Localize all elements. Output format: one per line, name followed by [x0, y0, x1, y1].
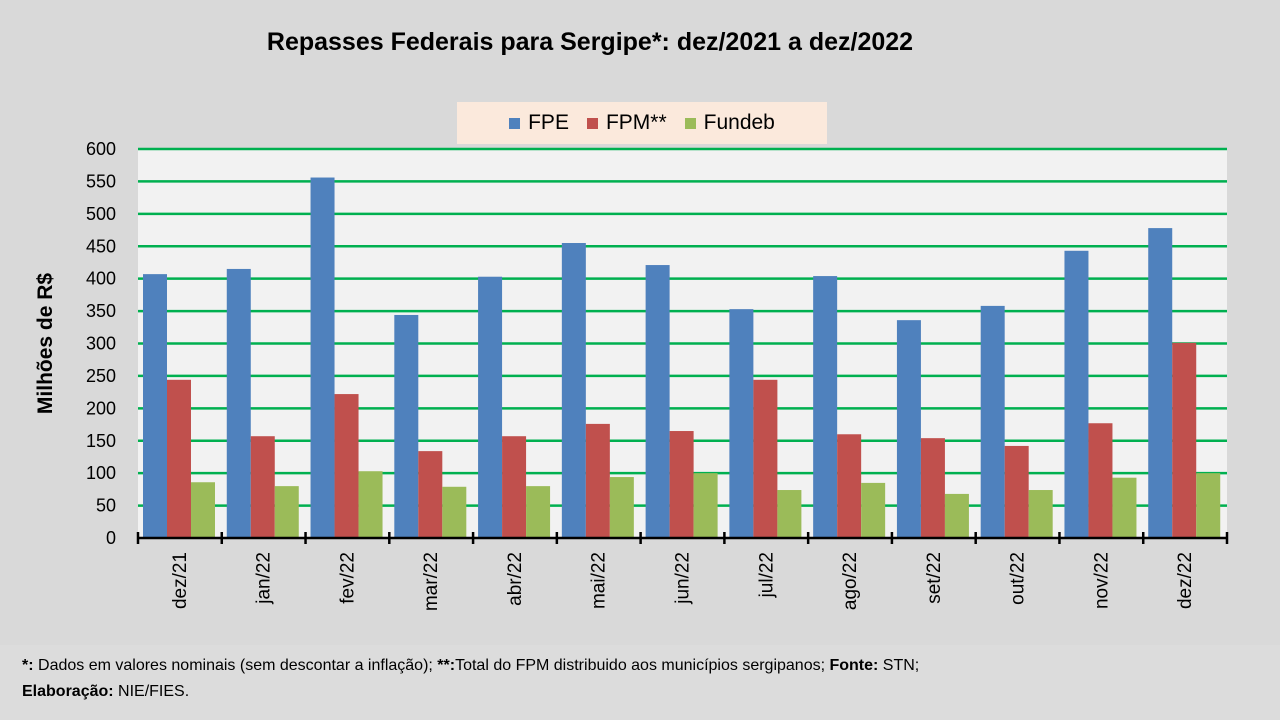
bar-fpm [1088, 423, 1113, 538]
x-tick-label: nov/22 [1091, 552, 1112, 609]
bar-fpe [310, 177, 335, 538]
y-tick-label: 550 [86, 171, 116, 191]
source-text: STN; [878, 657, 920, 674]
legend-item-fpe: FPE [509, 111, 569, 135]
bar-fpe [1064, 250, 1089, 538]
bar-fpm [669, 431, 694, 538]
credit-text: NIE/FIES. [113, 683, 190, 700]
bar-fundeb [693, 473, 718, 538]
x-tick-label: dez/21 [170, 552, 191, 609]
bar-chart: 0 50 100 150 200 250 300 350 400 450 500 550 600 Milh… [34, 139, 1229, 611]
legend-label-fpm: FPM** [605, 111, 667, 134]
x-tick-label: out/22 [1008, 552, 1029, 605]
bar-fpe [1148, 228, 1173, 538]
bar-fundeb [526, 486, 551, 538]
y-tick-label: 600 [86, 139, 116, 159]
footer-line-2: Elaboração: NIE/FIES. [22, 683, 189, 701]
bar-fpm [334, 394, 359, 538]
bar-fundeb [777, 490, 802, 538]
bar-fpe [645, 265, 670, 538]
bar-fpm [920, 438, 945, 538]
footer-note: *: Dados em valores nominais (sem descon… [0, 645, 1280, 720]
x-tick-label: jun/22 [673, 552, 694, 605]
bar-fundeb [442, 486, 467, 538]
bar-fundeb [1028, 490, 1053, 538]
y-tick-label: 350 [86, 301, 116, 321]
legend-swatch-fundeb [684, 117, 696, 129]
bar-fundeb [358, 471, 383, 538]
bar-fpe [394, 314, 419, 538]
y-tick-label: 100 [86, 463, 116, 483]
bar-fpm [418, 451, 443, 538]
x-tick-label: mai/22 [589, 552, 610, 609]
bar-fpe [729, 309, 754, 538]
bar-fpm [502, 436, 527, 538]
y-tick-label: 0 [106, 528, 116, 548]
bar-fpm [250, 436, 275, 538]
bar-fpm [1004, 445, 1029, 538]
bar-fpm [167, 379, 191, 538]
footnote-marker-2: **: [437, 657, 456, 674]
source-label: Fonte: [829, 657, 879, 674]
y-axis-label: Milhões de R$ [34, 273, 57, 415]
bar-fpe [813, 276, 838, 538]
x-tick-label: dez/22 [1175, 552, 1196, 609]
x-tick-label: jul/22 [756, 552, 777, 598]
bar-fpe [478, 276, 503, 538]
y-tick-label: 450 [86, 236, 116, 256]
credit-label: Elaboração: [22, 683, 114, 700]
bar-fpm [585, 423, 610, 538]
bar-fpm [753, 379, 778, 538]
bar-fundeb [191, 482, 215, 538]
x-tick-label: set/22 [924, 552, 945, 604]
y-tick-label: 500 [86, 204, 116, 224]
footer-line-1: *: Dados em valores nominais (sem descon… [22, 657, 919, 675]
bar-fundeb [944, 493, 969, 538]
x-tick-label: ago/22 [840, 552, 861, 610]
footnote-marker: *: [22, 657, 34, 674]
y-tick-label: 300 [86, 334, 116, 354]
bar-fundeb [609, 477, 634, 538]
legend-item-fpm: FPM** [586, 111, 667, 135]
x-tick-label: jan/22 [254, 552, 275, 605]
x-tick-label: mar/22 [421, 552, 442, 611]
bar-fpe [226, 268, 251, 538]
y-tick-label: 150 [86, 431, 116, 451]
bar-fpe [980, 305, 1005, 538]
bar-fundeb [1196, 473, 1221, 538]
legend-item-fundeb: Fundeb [684, 111, 775, 135]
footnote-text-2: Total do FPM distribuido aos municípios … [455, 657, 830, 674]
footnote-text: Dados em valores nominais (sem descontar… [33, 657, 438, 674]
bar-fpe [896, 320, 921, 538]
bar-fundeb [274, 486, 299, 538]
bar-fundeb [1112, 477, 1137, 538]
x-tick-label: abr/22 [505, 552, 526, 606]
x-tick-label: fev/22 [337, 552, 358, 604]
legend-label-fundeb: Fundeb [703, 111, 775, 134]
bar-fpm [1172, 342, 1197, 538]
legend-swatch-fpe [509, 117, 521, 129]
y-tick-label: 50 [96, 496, 116, 516]
bar-fpm [837, 434, 862, 538]
y-tick-label: 400 [86, 269, 116, 289]
legend-label-fpe: FPE [528, 111, 569, 134]
bar-fundeb [861, 482, 886, 538]
bar-fpe [561, 243, 586, 538]
chart-title: Repasses Federais para Sergipe*: dez/202… [266, 28, 914, 56]
legend-swatch-fpm [586, 117, 598, 129]
y-tick-label: 200 [86, 398, 116, 418]
legend: FPE FPM** Fundeb [457, 102, 827, 144]
y-tick-label: 250 [86, 366, 116, 386]
bar-fpe [143, 274, 167, 538]
